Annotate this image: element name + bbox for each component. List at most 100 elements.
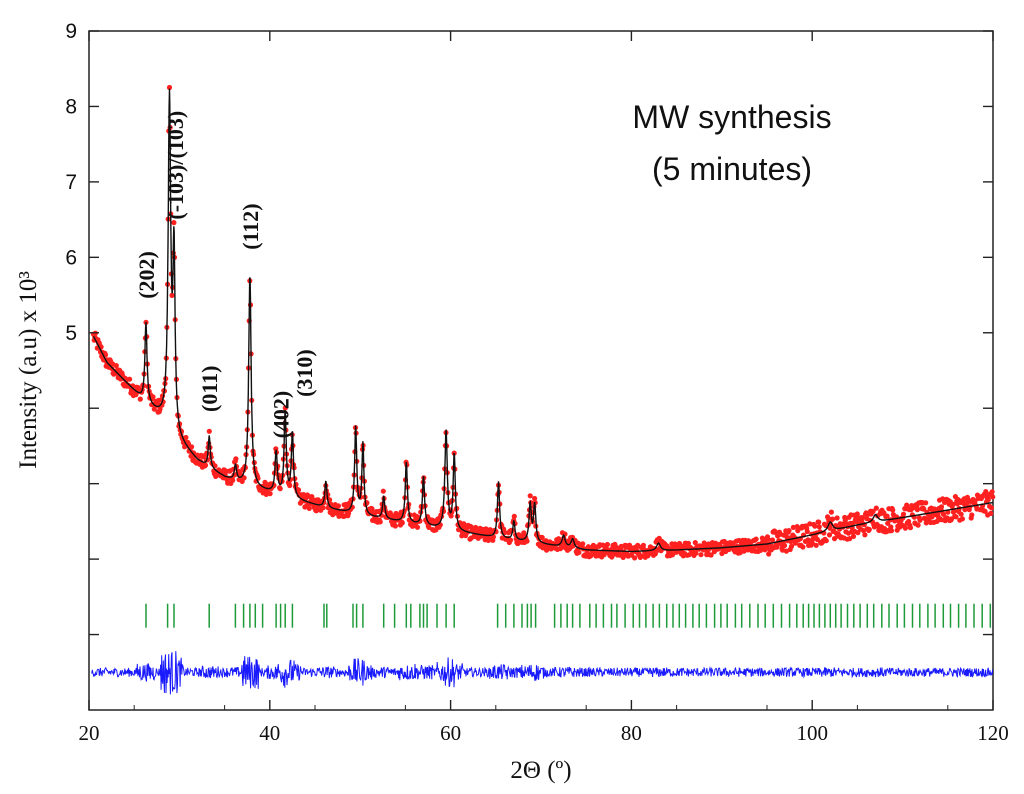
observed-point [306,505,312,511]
observed-point [847,536,853,542]
observed-point [816,524,822,530]
observed-point [127,376,133,382]
observed-point [532,495,538,502]
observed-point [380,488,386,494]
observed-point [766,551,772,557]
observed-point [287,482,293,489]
observed-point [414,524,421,530]
observed-point [282,405,288,411]
observed-point [588,553,594,559]
observed-point [794,524,800,530]
observed-point [915,522,921,528]
observed-point [972,498,978,504]
observed-point [490,534,496,540]
observed-point [378,512,384,518]
observed-point [753,536,759,542]
observed-point [902,525,909,531]
observed-point [834,515,840,521]
observed-point [959,516,966,522]
observed-point [632,555,638,561]
peak-label: (112) [238,203,263,249]
observed-point [233,456,239,462]
observed-point [890,507,896,513]
x-tick-label: 20 [79,721,100,745]
observed-point [953,514,959,520]
peak-label: (-103)/(103) [163,111,188,220]
observed-point [426,524,432,531]
observed-point [277,486,283,492]
peak-label: (011) [197,366,222,412]
observed-point [795,528,801,534]
observed-point [823,538,829,544]
observed-point [983,489,989,495]
observed-point [862,532,868,538]
observed-point [888,528,895,534]
observed-point [698,552,704,558]
observed-point [369,506,375,512]
observed-point [169,292,175,298]
observed-point [826,532,833,538]
observed-point [828,509,835,515]
bragg-positions [145,603,992,628]
observed-point [917,517,923,523]
observed-point [985,497,991,503]
observed-point [524,538,530,544]
x-axis-label: 2Θ (º) [510,757,571,784]
observed-point [827,525,833,531]
observed-point [859,515,866,521]
observed-point [189,444,195,450]
calculated-line [92,88,994,553]
observed-point [990,494,996,500]
observed-point [301,492,307,498]
observed-point [854,511,860,517]
observed-point [320,505,326,511]
x-tick-label: 60 [440,721,461,745]
observed-point [692,540,698,546]
plot-frame [88,30,994,711]
peak-labels: (202) (-103)/(103) (011) (112) (402)(310) [134,111,317,439]
observed-point [921,506,927,512]
observed-point [950,501,956,507]
y-tick-label: 8 [65,95,77,118]
observed-point [171,220,177,226]
observed-point [873,505,879,511]
observed-point [241,475,247,481]
observed-point [693,550,699,556]
observed-point [202,462,209,468]
observed-point [399,520,405,526]
observed-point [137,396,143,402]
observed-point [335,503,341,509]
series-layer [90,84,996,695]
observed-point [804,528,810,535]
observed-point [786,528,792,534]
observed-point [765,536,771,542]
observed-point [988,505,995,511]
observed-point [652,551,659,557]
observed-point [923,500,929,506]
observed-point [830,516,836,522]
observed-point [507,537,514,543]
observed-point [392,523,398,529]
annotation-line-1: MW synthesis [632,99,831,135]
observed-point [686,552,692,558]
observed-point [669,552,676,558]
observed-point [813,542,819,548]
observed-point [958,511,964,517]
x-tick-label: 100 [796,721,828,745]
observed-point [866,526,872,533]
observed-point [640,542,647,548]
observed-point [183,434,189,441]
observed-point [855,530,861,536]
x-tick-label: 80 [621,721,642,745]
peak-label: (402) [269,391,294,439]
observed-point [769,537,776,543]
x-tick-label: 120 [977,721,1009,745]
observed-point [800,544,806,550]
observed-point [982,508,988,514]
y-tick-label: 9 [65,20,77,43]
observed-point [988,510,994,516]
observed-point [788,543,795,550]
observed-point [884,513,890,519]
y-tick-label: 6 [65,246,77,269]
